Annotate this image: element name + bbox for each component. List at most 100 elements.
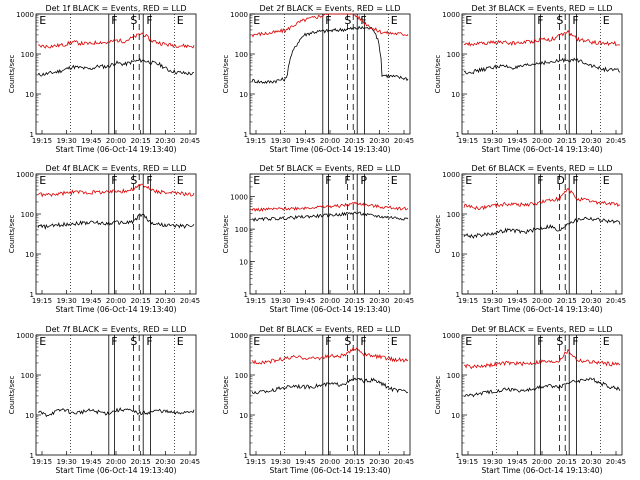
x-tick-label: 20:30	[155, 137, 175, 145]
x-tick-label: 19:45	[81, 137, 101, 145]
panel-title: Det 5f BLACK = Events, RED = LLD	[259, 164, 400, 173]
x-tick-label: 19:15	[458, 297, 478, 305]
y-tick-label: 1000	[230, 332, 248, 340]
interval-marker: E	[39, 174, 46, 187]
x-tick-label: 20:00	[320, 458, 340, 466]
interval-marker: E	[391, 14, 398, 27]
y-tick-label: 1	[456, 452, 460, 460]
x-axis-label: Start Time (06-Oct-14 19:13:40)	[55, 305, 176, 314]
x-axis-label: Start Time (06-Oct-14 19:13:40)	[481, 466, 602, 475]
y-axis-label: Counts/sec	[434, 215, 442, 254]
x-tick-label: 20:45	[394, 297, 414, 305]
y-axis-label: Counts/sec	[222, 215, 230, 254]
panel-7: Det 7f BLACK = Events, RED = LLD 1 10 100 10…	[8, 325, 200, 475]
y-tick-label: 1	[30, 131, 34, 139]
x-axis-label: Start Time (06-Oct-14 19:13:40)	[481, 145, 602, 154]
interval-marker: E	[177, 174, 184, 187]
interval-marker: F	[360, 14, 366, 27]
x-tick-label: 20:45	[606, 297, 626, 305]
y-tick-label: 1	[456, 131, 460, 139]
series-line	[463, 30, 621, 47]
interval-marker: E	[603, 174, 610, 187]
y-axis-label: Counts/sec	[222, 376, 230, 415]
y-tick-label: 100	[235, 51, 248, 59]
interval-marker: F	[537, 335, 543, 348]
x-tick-label: 19:15	[246, 137, 266, 145]
interval-marker: F	[572, 335, 578, 348]
x-tick-label: 20:30	[581, 297, 601, 305]
y-tick-label: 1000	[442, 171, 460, 179]
x-tick-label: 20:45	[180, 137, 200, 145]
series-line	[37, 32, 195, 49]
interval-marker: E	[391, 174, 398, 187]
y-tick-label: 10	[239, 91, 248, 99]
x-tick-label: 20:45	[606, 458, 626, 466]
x-tick-label: 20:00	[532, 458, 552, 466]
x-tick-label: 19:15	[32, 137, 52, 145]
plot-frame	[461, 13, 623, 135]
x-axis-label: Start Time (06-Oct-14 19:13:40)	[269, 145, 390, 154]
x-axis-label: Start Time (06-Oct-14 19:13:40)	[269, 305, 390, 314]
x-tick-label: 20:30	[155, 458, 175, 466]
interval-marker: E	[465, 174, 472, 187]
y-tick-label: 10	[451, 412, 460, 420]
y-tick-label: 1000	[230, 194, 248, 202]
panel-title: Det 2f BLACK = Events, RED = LLD	[259, 4, 400, 13]
y-axis-label: Counts/sec	[8, 215, 16, 254]
x-tick-label: 19:30	[271, 458, 291, 466]
x-tick-label: 19:15	[32, 297, 52, 305]
x-tick-label: 20:30	[369, 137, 389, 145]
interval-marker: F	[572, 14, 578, 27]
series-line	[37, 58, 195, 77]
x-tick-label: 19:15	[246, 297, 266, 305]
x-tick-label: 20:45	[394, 137, 414, 145]
interval-marker: D	[556, 174, 564, 187]
x-tick-label: 20:00	[532, 137, 552, 145]
y-tick-label: 100	[21, 211, 34, 219]
plot-frame	[249, 13, 411, 135]
y-tick-label: 10	[451, 251, 460, 259]
x-tick-label: 19:45	[295, 137, 315, 145]
series-line	[251, 211, 409, 222]
x-tick-label: 20:15	[131, 297, 151, 305]
panel-9: Det 9f BLACK = Events, RED = LLD 1 10 100 10…	[434, 325, 626, 475]
y-axis-label: Counts/sec	[8, 55, 16, 94]
x-tick-label: 19:15	[458, 458, 478, 466]
x-tick-label: 20:15	[345, 458, 365, 466]
y-tick-label: 1	[456, 291, 460, 299]
x-tick-label: 19:45	[295, 297, 315, 305]
x-tick-label: 20:15	[345, 297, 365, 305]
x-tick-label: 19:30	[271, 297, 291, 305]
series-line	[463, 377, 621, 398]
x-tick-label: 20:00	[106, 297, 126, 305]
interval-marker: F	[325, 335, 331, 348]
interval-marker: F	[325, 14, 331, 27]
x-tick-label: 20:00	[320, 137, 340, 145]
series-line	[463, 57, 621, 75]
interval-marker: E	[603, 14, 610, 27]
x-tick-label: 19:30	[483, 297, 503, 305]
interval-marker: S	[344, 14, 351, 27]
x-tick-label: 20:30	[369, 458, 389, 466]
interval-marker: F	[146, 14, 152, 27]
y-tick-label: 100	[235, 372, 248, 380]
y-tick-label: 1000	[16, 171, 34, 179]
y-tick-label: 100	[447, 211, 460, 219]
y-tick-label: 1	[30, 291, 34, 299]
x-tick-label: 19:30	[57, 137, 77, 145]
y-tick-label: 1000	[442, 332, 460, 340]
plot-frame	[35, 13, 197, 135]
x-tick-label: 19:45	[507, 297, 527, 305]
y-axis-label: Counts/sec	[8, 376, 16, 415]
series-line	[37, 213, 195, 231]
x-tick-label: 19:45	[507, 137, 527, 145]
series-line	[463, 216, 621, 239]
x-tick-label: 20:45	[606, 137, 626, 145]
x-tick-label: 20:30	[155, 297, 175, 305]
x-tick-label: 19:30	[483, 137, 503, 145]
panel-title: Det 3f BLACK = Events, RED = LLD	[471, 4, 612, 13]
x-tick-label: 20:45	[180, 458, 200, 466]
interval-marker: E	[391, 335, 398, 348]
interval-marker: F	[146, 174, 152, 187]
series-line	[37, 183, 195, 198]
